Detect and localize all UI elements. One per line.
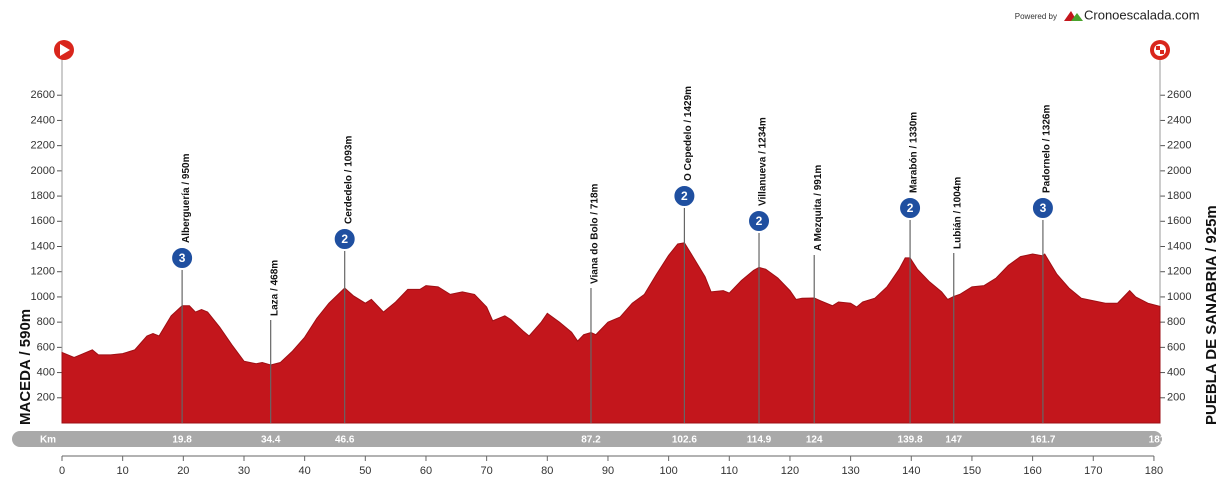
credit-prefix: Powered by bbox=[1015, 12, 1057, 21]
waypoint-km: 124 bbox=[806, 435, 823, 446]
y-tick-label: 2600 bbox=[31, 89, 55, 101]
climb-category: 3 bbox=[1040, 201, 1047, 215]
credit-logo bbox=[1064, 11, 1083, 21]
y2-tick-label: 1800 bbox=[1167, 190, 1191, 202]
climb-category: 2 bbox=[907, 201, 914, 215]
y-tick-label: 800 bbox=[37, 316, 55, 328]
x-tick-label: 110 bbox=[721, 465, 739, 477]
waypoint-label: Cerdedelo / 1093m bbox=[343, 136, 354, 224]
y-tick-label: 1800 bbox=[31, 190, 55, 202]
y2-tick-label: 1400 bbox=[1167, 240, 1191, 252]
climb-icon bbox=[898, 196, 923, 220]
km-bar bbox=[12, 431, 1162, 447]
elevation-area bbox=[61, 242, 1161, 424]
waypoint-label: Padornelo / 1326m bbox=[1042, 105, 1053, 193]
climb-icon bbox=[1030, 196, 1055, 220]
y-tick-label: 2400 bbox=[31, 114, 55, 126]
climb-icon bbox=[170, 246, 195, 270]
waypoint-label: Viana do Bolo / 718m bbox=[590, 183, 601, 284]
waypoint-label: Marabón / 1330m bbox=[909, 112, 920, 193]
y-tick-label: 2200 bbox=[31, 140, 55, 152]
waypoint-km: 139.8 bbox=[898, 435, 923, 446]
climb-category: 3 bbox=[179, 251, 186, 265]
x-tick-label: 170 bbox=[1084, 465, 1102, 477]
y2-tick-label: 600 bbox=[1167, 341, 1185, 353]
y2-tick-label: 2000 bbox=[1167, 165, 1191, 177]
waypoint-label: Alberguería / 950m bbox=[181, 153, 192, 243]
x-tick-label: 140 bbox=[902, 465, 920, 477]
waypoint-km: 19.8 bbox=[172, 435, 192, 446]
waypoint-km: 161.7 bbox=[1030, 435, 1055, 446]
start-label: MACEDA / 590m bbox=[17, 309, 34, 425]
y2-tick-label: 2400 bbox=[1167, 114, 1191, 126]
y-tick-label: 400 bbox=[37, 366, 55, 378]
climb-category: 2 bbox=[681, 189, 688, 203]
waypoint-label: Lubián / 1004m bbox=[952, 177, 963, 249]
y2-tick-label: 2200 bbox=[1167, 140, 1191, 152]
y2-tick-label: 200 bbox=[1167, 392, 1185, 404]
waypoint-km: 87.2 bbox=[581, 435, 601, 446]
climb-category: 2 bbox=[756, 214, 763, 228]
x-tick-label: 0 bbox=[59, 465, 65, 477]
waypoint-km: 34.4 bbox=[261, 435, 281, 446]
y-tick-label: 1600 bbox=[31, 215, 55, 227]
x-tick-label: 50 bbox=[359, 465, 371, 477]
y2-tick-label: 1200 bbox=[1167, 266, 1191, 278]
waypoint-km: 114.9 bbox=[747, 435, 772, 446]
waypoint-km: 147 bbox=[945, 435, 962, 446]
x-tick-label: 130 bbox=[841, 465, 859, 477]
climb-icon bbox=[672, 184, 697, 208]
waypoint-km: 102.6 bbox=[672, 435, 697, 446]
x-tick-label: 180 bbox=[1145, 465, 1163, 477]
x-tick-label: 20 bbox=[177, 465, 189, 477]
climb-icon bbox=[747, 209, 772, 233]
x-tick-label: 40 bbox=[299, 465, 311, 477]
finish-icon bbox=[1150, 40, 1170, 70]
x-tick-label: 160 bbox=[1023, 465, 1041, 477]
waypoint-label: A Mezquita / 991m bbox=[813, 165, 824, 251]
x-tick-label: 60 bbox=[420, 465, 432, 477]
y-tick-label: 1200 bbox=[31, 266, 55, 278]
y2-tick-label: 1000 bbox=[1167, 291, 1191, 303]
x-tick-label: 100 bbox=[659, 465, 677, 477]
y2-tick-label: 800 bbox=[1167, 316, 1185, 328]
y-tick-label: 600 bbox=[37, 341, 55, 353]
x-tick-label: 90 bbox=[602, 465, 614, 477]
y-tick-label: 1400 bbox=[31, 240, 55, 252]
x-tick-label: 120 bbox=[781, 465, 799, 477]
climb-icon bbox=[332, 227, 357, 251]
waypoint-km: 46.6 bbox=[335, 435, 355, 446]
x-tick-label: 80 bbox=[541, 465, 553, 477]
finish-label: PUEBLA DE SANABRIA / 925m bbox=[1203, 205, 1220, 425]
credit: Cronoescalada.com bbox=[1084, 7, 1200, 22]
waypoint-label: Villanueva / 1234m bbox=[758, 117, 769, 206]
y-tick-label: 1000 bbox=[31, 291, 55, 303]
y2-tick-label: 400 bbox=[1167, 366, 1185, 378]
x-tick-label: 30 bbox=[238, 465, 250, 477]
start-icon bbox=[54, 40, 74, 70]
x-tick-label: 70 bbox=[481, 465, 493, 477]
climb-category: 2 bbox=[341, 232, 348, 246]
y2-tick-label: 1600 bbox=[1167, 215, 1191, 227]
waypoint-label: Laza / 468m bbox=[269, 260, 280, 316]
x-tick-label: 150 bbox=[963, 465, 981, 477]
y-tick-label: 200 bbox=[37, 392, 55, 404]
y-tick-label: 2000 bbox=[31, 165, 55, 177]
x-tick-label: 10 bbox=[117, 465, 129, 477]
km-label: Km bbox=[40, 435, 56, 446]
finish-km: 181 bbox=[1149, 435, 1166, 446]
y2-tick-label: 2600 bbox=[1167, 89, 1191, 101]
waypoint-label: O Cepedelo / 1429m bbox=[683, 86, 694, 181]
